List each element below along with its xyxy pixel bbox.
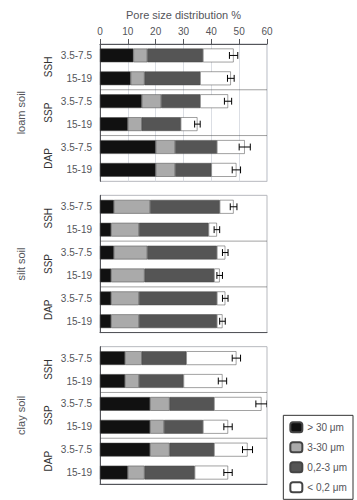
svg-text:15-19: 15-19	[66, 73, 92, 84]
svg-text:15-19: 15-19	[66, 164, 92, 175]
svg-text:10: 10	[122, 26, 134, 37]
svg-text:loam soil: loam soil	[15, 91, 27, 134]
svg-text:15-19: 15-19	[66, 376, 92, 387]
svg-text:3.5-7.5: 3.5-7.5	[61, 50, 93, 61]
svg-text:3.5-7.5: 3.5-7.5	[61, 247, 93, 258]
svg-text:DAP: DAP	[43, 299, 54, 320]
svg-text:Pore size distribution %: Pore size distribution %	[126, 9, 241, 21]
svg-text:50: 50	[234, 26, 246, 37]
svg-text:40: 40	[206, 26, 218, 37]
svg-text:silt soil: silt soil	[15, 247, 27, 280]
svg-text:DAP: DAP	[43, 451, 54, 472]
svg-text:3.5-7.5: 3.5-7.5	[61, 142, 93, 153]
svg-text:DAP: DAP	[43, 148, 54, 169]
svg-text:0: 0	[97, 26, 103, 37]
svg-text:SSP: SSP	[43, 102, 54, 122]
svg-text:< 0,2 μm: < 0,2 μm	[307, 482, 346, 493]
svg-text:15-19: 15-19	[66, 316, 92, 327]
svg-text:> 30 μm: > 30 μm	[307, 422, 344, 433]
svg-text:SSH: SSH	[43, 57, 54, 78]
svg-text:15-19: 15-19	[66, 421, 92, 432]
svg-text:15-19: 15-19	[66, 270, 92, 281]
svg-text:60: 60	[261, 26, 273, 37]
svg-text:clay soil: clay soil	[15, 396, 27, 435]
svg-text:20: 20	[150, 26, 162, 37]
svg-text:3.5-7.5: 3.5-7.5	[61, 444, 93, 455]
svg-text:SSP: SSP	[43, 254, 54, 274]
svg-text:3.5-7.5: 3.5-7.5	[61, 201, 93, 212]
svg-text:SSH: SSH	[43, 359, 54, 380]
svg-text:SSH: SSH	[43, 208, 54, 229]
svg-text:SSP: SSP	[43, 405, 54, 425]
svg-text:30: 30	[178, 26, 190, 37]
svg-text:15-19: 15-19	[66, 467, 92, 478]
svg-text:3.5-7.5: 3.5-7.5	[61, 398, 93, 409]
svg-text:3.5-7.5: 3.5-7.5	[61, 293, 93, 304]
svg-text:3.5-7.5: 3.5-7.5	[61, 353, 93, 364]
svg-text:15-19: 15-19	[66, 224, 92, 235]
svg-text:3-30 μm: 3-30 μm	[307, 442, 344, 453]
svg-text:15-19: 15-19	[66, 119, 92, 130]
svg-text:3.5-7.5: 3.5-7.5	[61, 96, 93, 107]
svg-text:0,2-3 μm: 0,2-3 μm	[307, 462, 347, 473]
